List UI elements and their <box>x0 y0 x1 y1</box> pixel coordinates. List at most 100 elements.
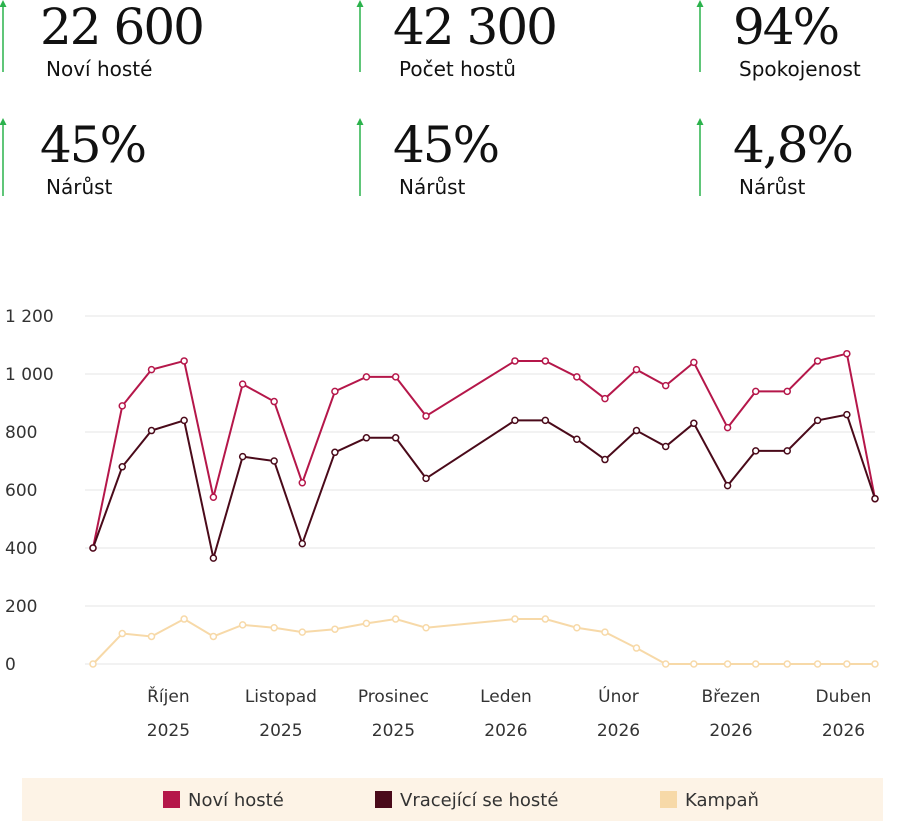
data-point <box>690 419 698 428</box>
data-point <box>362 434 371 442</box>
data-point <box>298 539 307 548</box>
kpi-card: 4,8%Nárůst <box>696 116 854 199</box>
data-point <box>118 463 127 471</box>
trend-arrow-head <box>356 118 364 125</box>
data-point <box>573 373 581 381</box>
y-tick-label: 200 <box>5 597 37 617</box>
data-point <box>601 394 609 403</box>
data-point <box>298 628 307 636</box>
kpi-label: Nárůst <box>399 175 466 199</box>
data-point <box>871 494 879 503</box>
data-point <box>391 615 400 623</box>
kpi-card: 45%Nárůst <box>356 116 500 199</box>
data-point <box>632 426 641 435</box>
series-line <box>92 617 875 665</box>
data-point <box>422 474 430 483</box>
y-tick-label: 1 200 <box>5 307 54 327</box>
data-point <box>147 632 156 641</box>
data-point <box>391 373 400 381</box>
data-point <box>573 435 581 443</box>
legend-swatch <box>375 791 392 808</box>
data-point <box>632 644 641 652</box>
legend-item: Noví hosté <box>163 790 284 811</box>
data-point <box>751 660 760 668</box>
data-point <box>601 628 609 636</box>
data-point <box>238 380 247 388</box>
data-point <box>391 434 400 442</box>
data-point <box>511 416 519 425</box>
data-point <box>871 660 879 668</box>
data-point <box>661 442 670 451</box>
kpi-value: 4,8% <box>733 116 852 174</box>
data-point <box>783 387 791 396</box>
kpi-card: 45%Nárůst <box>0 116 147 199</box>
data-point <box>422 412 430 420</box>
data-point <box>238 621 247 629</box>
data-point <box>601 455 609 464</box>
kpi-label: Počet hostů <box>399 57 516 81</box>
data-point <box>422 624 430 632</box>
data-point <box>541 416 550 425</box>
x-tick-label: Březen 2026 <box>702 687 761 741</box>
kpi-value: 94% <box>733 0 838 56</box>
legend-swatch <box>163 791 180 808</box>
data-point <box>238 452 247 461</box>
y-tick-label: 0 <box>5 655 16 675</box>
data-point <box>209 632 218 641</box>
data-point <box>541 357 550 365</box>
x-tick-label: Listopad 2025 <box>245 687 317 741</box>
data-point <box>783 660 791 668</box>
data-point <box>180 416 188 425</box>
y-tick-label: 600 <box>5 481 37 501</box>
kpi-card: 94%Spokojenost <box>696 0 861 81</box>
data-point <box>209 493 218 501</box>
data-point <box>511 357 519 365</box>
data-point <box>180 615 188 623</box>
data-point <box>541 615 550 623</box>
legend-label: Noví hosté <box>188 790 284 811</box>
x-tick-label: Leden 2026 <box>480 687 532 741</box>
data-point <box>298 479 307 487</box>
data-point <box>813 416 822 425</box>
kpi-label: Spokojenost <box>739 57 861 81</box>
y-tick-label: 400 <box>5 539 37 559</box>
data-point <box>751 447 760 455</box>
data-point <box>209 554 218 562</box>
kpi-value: 45% <box>393 116 498 174</box>
kpi-label: Noví hosté <box>46 57 152 81</box>
legend-item: Vracející se hosté <box>375 790 558 811</box>
trend-arrow-head <box>0 0 7 7</box>
data-point <box>813 660 822 668</box>
kpi-value: 22 600 <box>40 0 203 56</box>
data-point <box>661 660 670 668</box>
data-point <box>632 365 641 374</box>
data-point <box>331 625 339 633</box>
kpi-value: 45% <box>40 116 145 174</box>
data-point <box>362 619 371 628</box>
trend-arrow-head <box>696 0 704 7</box>
data-point <box>690 358 698 367</box>
x-tick-label: Říjen 2025 <box>147 685 190 741</box>
data-point <box>147 365 156 374</box>
data-point <box>362 373 371 381</box>
data-point <box>573 624 581 632</box>
kpi-label: Nárůst <box>46 175 113 199</box>
data-point <box>690 660 698 668</box>
data-point <box>813 357 822 365</box>
trend-arrow-head <box>0 118 7 125</box>
data-point <box>511 615 519 623</box>
data-point <box>147 426 156 435</box>
legend-label: Vracející se hosté <box>400 790 558 811</box>
y-tick-label: 1 000 <box>5 365 54 385</box>
x-tick-label: Únor 2026 <box>597 685 640 741</box>
data-point <box>751 387 760 396</box>
data-point <box>331 387 339 396</box>
trend-arrow-head <box>356 0 364 7</box>
kpi-label: Nárůst <box>739 175 806 199</box>
data-point <box>89 544 97 552</box>
data-point <box>783 447 791 455</box>
data-point <box>331 448 339 457</box>
